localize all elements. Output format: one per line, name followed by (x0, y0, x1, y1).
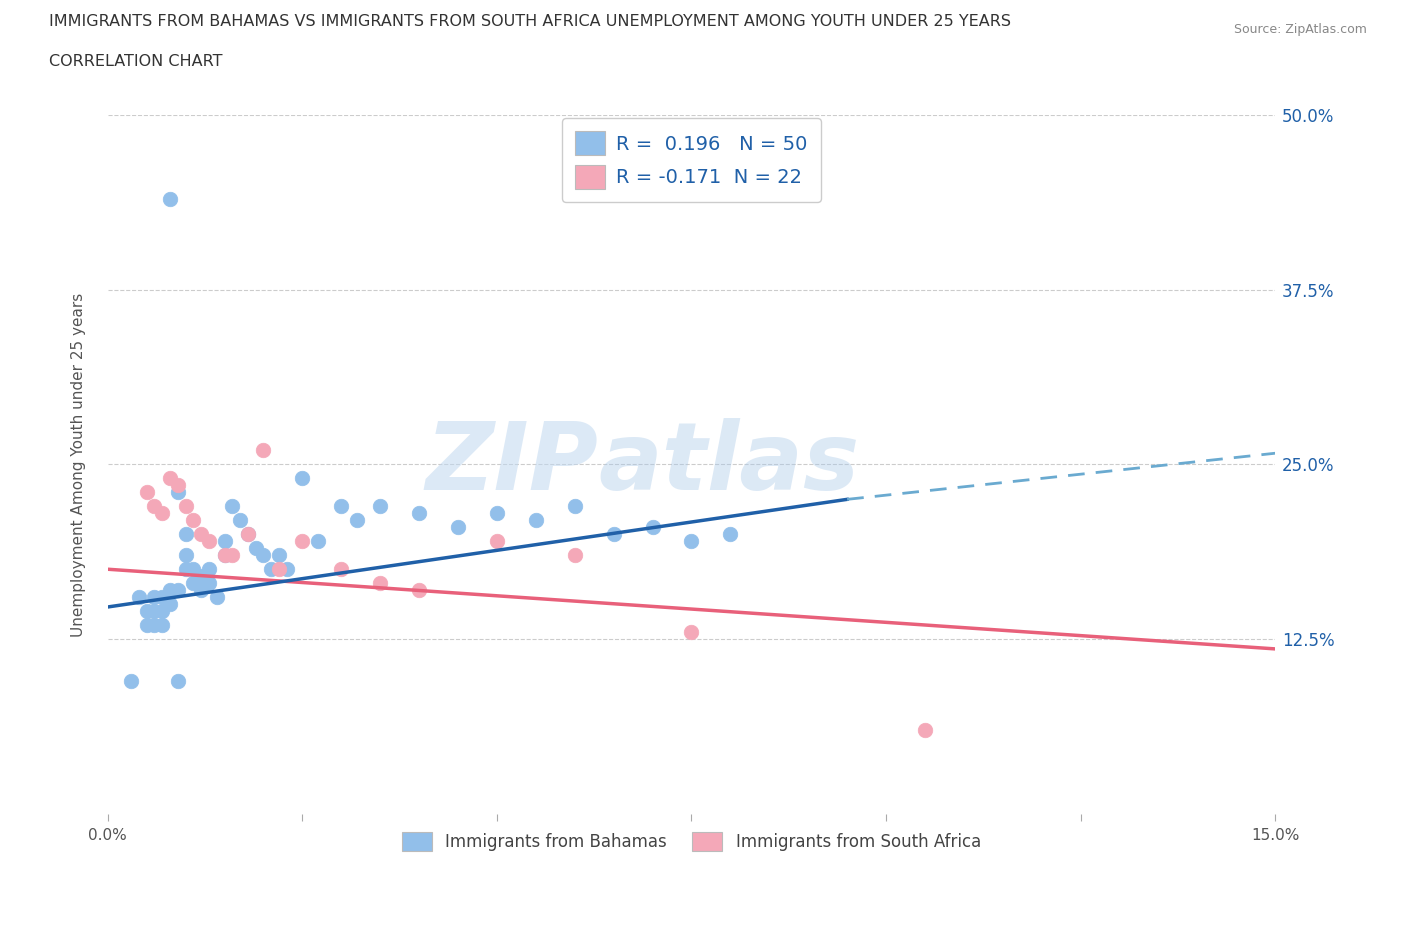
Point (159, 192, 181, 206)
Point (159, 583, 181, 598)
Point (564, 548, 586, 563)
Point (143, 618, 166, 632)
Point (205, 590, 228, 604)
Point (150, 506, 173, 521)
Point (368, 498, 391, 513)
Point (252, 548, 274, 563)
Point (718, 527, 741, 542)
Point (330, 498, 353, 513)
Point (408, 506, 430, 521)
Point (485, 506, 508, 521)
Point (221, 498, 243, 513)
Point (291, 471, 314, 485)
Point (447, 520, 470, 535)
Point (174, 548, 197, 563)
Point (485, 534, 508, 549)
Point (221, 548, 243, 563)
Point (135, 485, 157, 499)
Point (368, 576, 391, 591)
Point (190, 569, 212, 584)
Text: CORRELATION CHART: CORRELATION CHART (49, 54, 222, 69)
Legend: Immigrants from Bahamas, Immigrants from South Africa: Immigrants from Bahamas, Immigrants from… (395, 825, 987, 857)
Point (260, 562, 283, 577)
Text: atlas: atlas (598, 418, 859, 511)
Point (267, 548, 290, 563)
Point (174, 498, 197, 513)
Point (524, 512, 547, 527)
Point (307, 534, 329, 549)
Point (150, 590, 173, 604)
Point (159, 597, 181, 612)
Point (214, 548, 236, 563)
Text: IMMIGRANTS FROM BAHAMAS VS IMMIGRANTS FROM SOUTH AFRICA UNEMPLOYMENT AMONG YOUTH: IMMIGRANTS FROM BAHAMAS VS IMMIGRANTS FR… (49, 14, 1011, 29)
Text: Source: ZipAtlas.com: Source: ZipAtlas.com (1233, 23, 1367, 36)
Point (183, 512, 205, 527)
Point (135, 604, 157, 618)
Point (150, 618, 173, 632)
Text: ZIP: ZIP (425, 418, 598, 511)
Y-axis label: Unemployment Among Youth under 25 years: Unemployment Among Youth under 25 years (72, 292, 86, 636)
Point (681, 534, 703, 549)
Point (190, 527, 212, 542)
Point (120, 673, 142, 688)
Point (291, 534, 314, 549)
Point (198, 534, 221, 549)
Point (150, 604, 173, 618)
Point (214, 548, 236, 563)
Point (166, 485, 188, 499)
Point (143, 590, 166, 604)
Point (198, 562, 221, 577)
Point (166, 478, 188, 493)
Point (564, 498, 586, 513)
Point (602, 527, 624, 542)
Point (641, 520, 664, 535)
Point (267, 562, 290, 577)
Point (198, 576, 221, 591)
Point (174, 562, 197, 577)
Point (236, 527, 259, 542)
Point (229, 512, 252, 527)
Point (245, 541, 267, 556)
Point (236, 527, 259, 542)
Point (183, 576, 205, 591)
Point (330, 562, 353, 577)
Point (346, 512, 368, 527)
Point (914, 723, 936, 737)
Point (681, 625, 703, 640)
Point (183, 562, 205, 577)
Point (190, 583, 212, 598)
Point (174, 527, 197, 542)
Point (159, 471, 181, 485)
Point (143, 604, 166, 618)
Point (276, 562, 298, 577)
Point (252, 443, 274, 458)
Point (143, 498, 166, 513)
Point (128, 590, 150, 604)
Point (166, 583, 188, 598)
Point (166, 673, 188, 688)
Point (408, 583, 430, 598)
Point (214, 534, 236, 549)
Point (135, 618, 157, 632)
